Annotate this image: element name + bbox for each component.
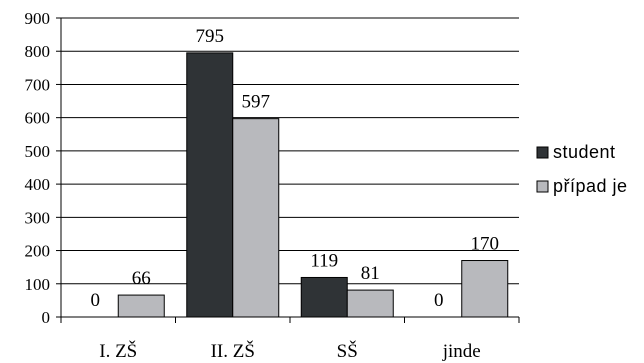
y-tick-label: 0: [42, 308, 51, 327]
y-tick-label: 900: [25, 9, 51, 28]
bar-pripad-je: [232, 118, 280, 318]
grid-layer: [61, 17, 519, 285]
data-label: 170: [471, 234, 500, 255]
legend: student případ je: [536, 142, 628, 196]
y-tick-label: 100: [25, 275, 51, 294]
data-label: 66: [132, 268, 151, 289]
y-tick-label: 400: [25, 175, 51, 194]
bar-layer: [117, 52, 509, 318]
bar-pripad-je: [117, 294, 165, 318]
x-category-label: SŠ: [337, 340, 358, 362]
bar-student: [300, 276, 348, 318]
data-label: 0: [434, 290, 444, 311]
x-category-label: II. ZŠ: [211, 340, 255, 362]
legend-label: student: [553, 142, 616, 162]
y-tick-label: 700: [25, 75, 51, 94]
x-category-label: I. ZŠ: [99, 340, 137, 362]
x-category-label: jinde: [442, 341, 481, 362]
data-label: 0: [91, 290, 101, 311]
y-tick-label: 500: [25, 142, 51, 161]
bar-pripad-je: [461, 260, 509, 318]
legend-swatch: [536, 180, 549, 193]
y-tick-label: 300: [25, 208, 51, 227]
legend-swatch: [536, 146, 549, 159]
axis-layer: 0 100 200 300 400 500 600 700 800 900 I. ZŠ II. ZŠ S…: [25, 9, 520, 362]
y-tick-label: 800: [25, 42, 51, 61]
y-tick-label: 600: [25, 109, 51, 128]
y-tick-label: 200: [25, 242, 51, 261]
label-layer: 0 66 795 597 119 81 0 170: [91, 26, 500, 311]
data-label: 81: [361, 263, 380, 284]
data-label: 597: [242, 92, 271, 113]
bar-pripad-je: [346, 289, 394, 318]
bar-student: [186, 52, 234, 318]
data-label: 119: [310, 250, 338, 271]
legend-label: případ je: [553, 176, 628, 196]
data-label: 795: [196, 26, 225, 47]
